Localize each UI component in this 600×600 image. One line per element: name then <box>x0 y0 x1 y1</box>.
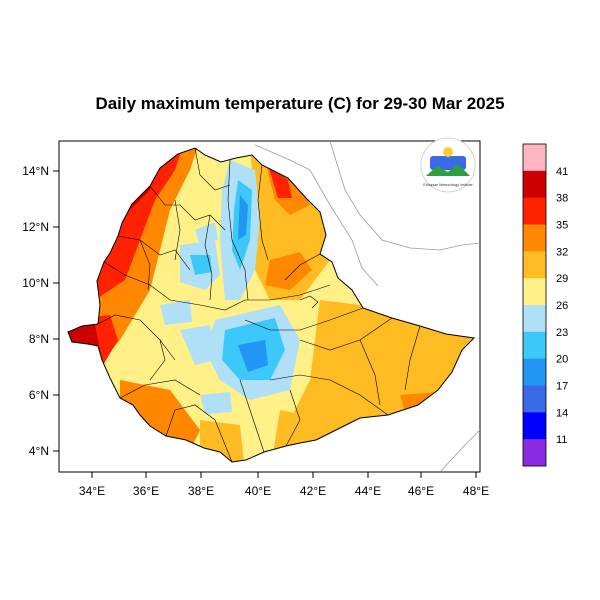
colorbar-label: 38 <box>556 193 568 205</box>
y-tick-label: 14°N <box>22 164 49 178</box>
x-tick-label: 36°E <box>133 484 159 498</box>
colorbar-label: 20 <box>556 354 568 366</box>
colorbar-label: 23 <box>556 327 568 339</box>
coastline-indian-ocean <box>439 429 481 473</box>
colorbar-label: 35 <box>556 220 568 232</box>
colorbar-swatch <box>523 385 546 413</box>
logo-text: Ethiopian Meteorology Institute <box>423 183 472 187</box>
colorbar-swatch <box>523 251 546 279</box>
institute-logo: Ethiopian Meteorology Institute <box>420 137 476 193</box>
colorbar-swatch <box>523 331 546 359</box>
axis-ticks <box>53 170 477 478</box>
colorbar-label: 32 <box>556 246 568 258</box>
colorbar-label: 17 <box>556 381 568 393</box>
colorbar-legend: 41 38 35 32 29 26 23 20 17 14 11 <box>522 143 568 467</box>
y-tick-label: 4°N <box>29 444 49 458</box>
colorbar-swatch <box>523 439 546 467</box>
country-outline <box>67 147 476 463</box>
x-tick-label: 46°E <box>408 484 434 498</box>
x-tick-label: 40°E <box>245 484 271 498</box>
colorbar-swatch <box>523 305 546 333</box>
colorbar-label: 11 <box>556 434 567 446</box>
coastline-gulf-of-aden <box>329 140 481 251</box>
colorbar-swatch <box>523 170 546 198</box>
x-tick-label: 38°E <box>188 484 214 498</box>
x-axis-labels: 34°E 36°E 38°E 40°E 42°E 44°E 46°E 48°E <box>79 484 489 498</box>
x-tick-label: 48°E <box>463 484 489 498</box>
colorbar-swatch <box>523 412 546 440</box>
colorbar-swatch <box>523 197 546 225</box>
colorbar-frame <box>522 143 547 467</box>
sun-icon <box>443 147 453 157</box>
x-tick-label: 42°E <box>300 484 326 498</box>
mountain-icon <box>426 164 470 176</box>
x-tick-label: 44°E <box>355 484 381 498</box>
coastline-red-sea <box>254 144 379 287</box>
colorbar-label: 29 <box>556 273 568 285</box>
colorbar-label: 41 <box>556 166 568 178</box>
colorbar-swatch <box>523 224 546 252</box>
y-tick-label: 12°N <box>22 220 49 234</box>
colorbar-swatch <box>523 358 546 386</box>
y-tick-label: 6°N <box>29 388 49 402</box>
colorbar-swatch <box>523 144 546 172</box>
colorbar-label: 14 <box>556 407 568 419</box>
y-axis-labels: 14°N 12°N 10°N 8°N 6°N 4°N <box>22 164 49 458</box>
y-tick-label: 10°N <box>22 276 49 290</box>
colorbar-label: 26 <box>556 300 568 312</box>
x-tick-label: 34°E <box>79 484 105 498</box>
zone-borders <box>97 147 421 463</box>
y-tick-label: 8°N <box>29 332 49 346</box>
map-title: Daily maximum temperature (C) for 29-30 … <box>95 94 505 113</box>
colorbar-swatch <box>523 278 546 306</box>
